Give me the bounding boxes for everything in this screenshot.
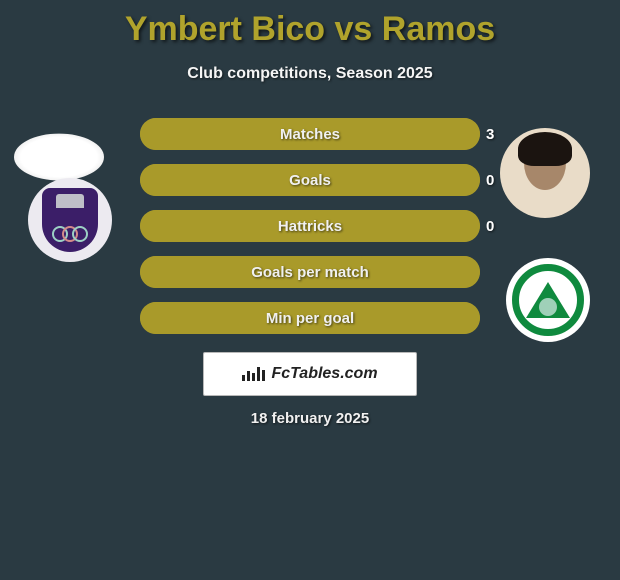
stat-row: Goals0	[140, 164, 480, 196]
stat-row: Hattricks0	[140, 210, 480, 242]
date-text: 18 february 2025	[0, 410, 620, 427]
club-badge-right	[506, 258, 590, 342]
stat-value-right: 0	[486, 164, 494, 196]
stat-row: Goals per match	[140, 256, 480, 288]
stat-value-right: 0	[486, 210, 494, 242]
stat-value-right: 3	[486, 118, 494, 150]
stat-label: Hattricks	[140, 210, 480, 242]
club-badge-left	[28, 178, 112, 262]
stat-label: Goals	[140, 164, 480, 196]
brand-text: FcTables.com	[271, 365, 377, 383]
stat-label: Goals per match	[140, 256, 480, 288]
stat-label: Matches	[140, 118, 480, 150]
stat-row: Matches3	[140, 118, 480, 150]
player-photo-left	[14, 134, 104, 181]
player-photo-right	[500, 128, 590, 218]
brand-box: FcTables.com	[203, 352, 417, 396]
page-title: Ymbert Bico vs Ramos	[0, 0, 620, 49]
subtitle: Club competitions, Season 2025	[0, 65, 620, 83]
stats-panel: Matches3 Goals0 Hattricks0 Goals per match M…	[140, 118, 480, 348]
stat-label: Min per goal	[140, 302, 480, 334]
stat-row: Min per goal	[140, 302, 480, 334]
bar-chart-icon	[242, 367, 265, 381]
